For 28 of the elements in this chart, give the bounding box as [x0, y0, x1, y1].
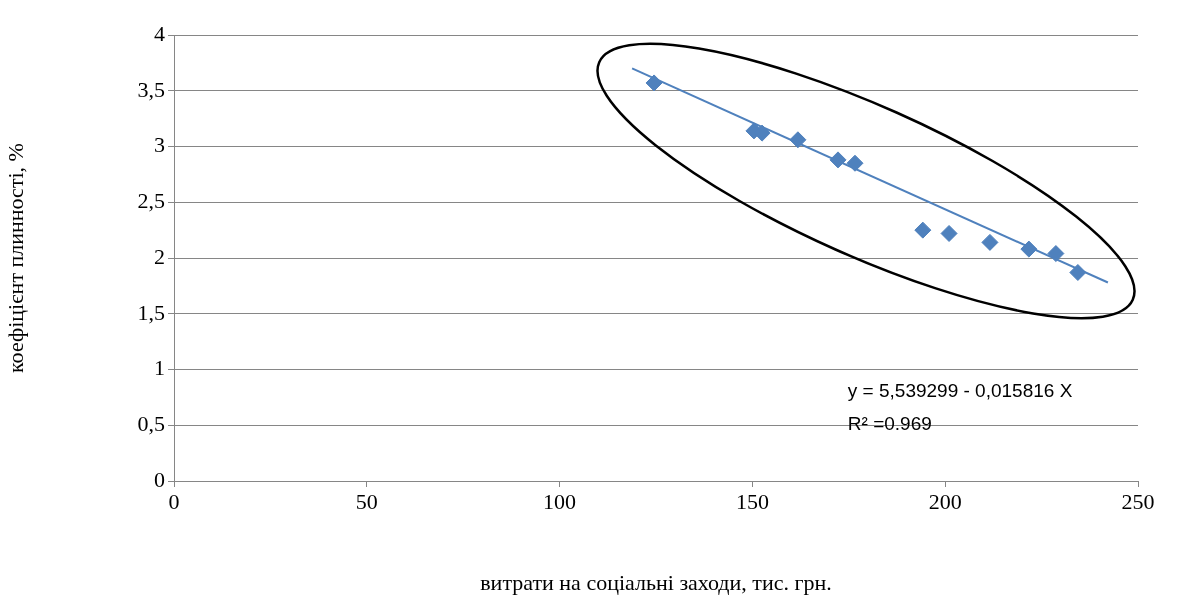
- y-tick-label: 3: [154, 132, 165, 158]
- point: [981, 233, 999, 251]
- annotation: y = 5,539299 - 0,015816 X: [847, 380, 1073, 402]
- point: [914, 221, 932, 239]
- annotation: R² =0.969: [847, 413, 932, 435]
- point: [846, 154, 864, 172]
- x-tick-label: 150: [735, 488, 769, 514]
- point: [789, 131, 807, 149]
- point: [1047, 245, 1065, 263]
- x-tick-label: 200: [928, 488, 962, 514]
- x-tick-label: 50: [355, 488, 378, 514]
- point: [940, 224, 958, 242]
- point: [645, 74, 663, 92]
- y-tick-label: 2: [154, 243, 165, 269]
- point: [829, 151, 847, 169]
- y-tick-label: 0: [154, 466, 165, 492]
- point: [1020, 240, 1038, 258]
- y-tick-label: 4: [154, 20, 165, 46]
- y-tick-label: 0,5: [137, 411, 165, 437]
- x-tick-label: 250: [1121, 488, 1155, 514]
- y-axis-title: коефіцієнт плинності, %: [2, 143, 28, 373]
- point: [1069, 264, 1087, 281]
- y-tick-label: 2,5: [137, 188, 165, 214]
- x-axis-title: витрати на соціальні заходи, тис. грн.: [480, 569, 832, 595]
- y-tick-label: 3,5: [137, 76, 165, 102]
- y-tick-label: 1: [154, 355, 165, 381]
- x-tick-label: 100: [543, 488, 577, 514]
- y-tick-label: 1,5: [137, 299, 165, 325]
